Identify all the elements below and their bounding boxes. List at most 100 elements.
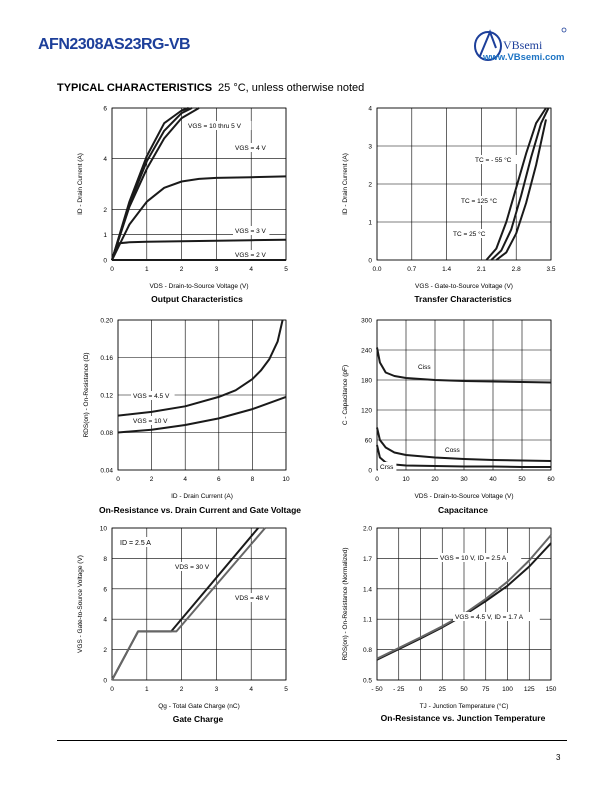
series-label-1: VGS = 10 V <box>133 418 168 425</box>
caption-capacitance: Capacitance <box>437 505 489 515</box>
x-tick-label: 0.0 <box>372 266 381 273</box>
chart-on-resistance-vs-temperature: - 50 - 25 0 25 50 75 100 125 150 0.5 0.8 1.1 1.4 1.7 2… <box>335 520 575 715</box>
x-tick-label: 25 <box>439 686 447 693</box>
y-tick-label: 3 <box>368 144 372 151</box>
y-tick-label: 0.12 <box>100 393 113 400</box>
y-tick-label: 180 <box>361 378 372 385</box>
y-tick-label: 0.04 <box>100 468 113 475</box>
series-label-1: VDS = 48 V <box>235 595 270 602</box>
chart-output-characteristics: 0 1 2 3 4 5 0 1 2 4 6 VDS - Drain-to-Source Voltage… <box>70 100 310 291</box>
y-tick-label: 0 <box>103 258 107 265</box>
series-line-2 <box>490 107 550 261</box>
x-axis-label: VDS - Drain-to-Source Voltage (V) <box>415 493 514 500</box>
y-tick-label: 0 <box>103 678 107 685</box>
x-tick-label: 0 <box>110 686 114 693</box>
x-tick-label: 2.8 <box>512 266 521 273</box>
series-line-1 <box>376 534 552 660</box>
series-label-0: VGS = 10 thru 5 V <box>188 123 242 130</box>
x-axis-label: TJ - Junction Temperature (°C) <box>420 702 509 710</box>
x-tick-label: 75 <box>482 686 490 693</box>
y-tick-label: 0 <box>368 468 372 475</box>
series-label-bg <box>451 229 491 238</box>
x-axis-label: ID - Drain Current (A) <box>171 493 233 500</box>
x-tick-label: 2 <box>180 266 184 273</box>
series-label-bg <box>438 553 522 562</box>
chart-capacitance: 0 10 20 30 40 50 60 0 60 120 180 240 300 VDS - Drain-… <box>335 312 575 507</box>
page-number: 3 <box>556 753 561 762</box>
series-label-4: VGS = 3 V <box>235 228 267 235</box>
series-label-bg <box>453 612 540 621</box>
vbsemi-logo-icon <box>474 27 567 61</box>
series-line-0 <box>111 107 200 261</box>
x-tick-label: 3 <box>215 686 219 693</box>
x-tick-label: 150 <box>546 686 557 693</box>
x-tick-label: 1 <box>145 686 149 693</box>
x-tick-label: 0 <box>116 476 120 483</box>
x-tick-label: 10 <box>402 476 410 483</box>
y-tick-label: 0.20 <box>100 318 113 325</box>
x-tick-label: 1 <box>145 266 149 273</box>
plot-frame <box>376 527 552 681</box>
x-axis-label: Qg - Total Gate Charge (nC) <box>158 703 240 710</box>
plot-frame <box>376 319 552 471</box>
series-label-0: VDS = 30 V <box>175 564 210 571</box>
series-line-1 <box>485 107 547 261</box>
caption-on-resistance-vs-drain-current: On-Resistance vs. Drain Current and Gate… <box>98 505 301 515</box>
grid <box>376 319 552 471</box>
series-label-bg <box>173 562 213 571</box>
series-line-1 <box>376 427 552 462</box>
chart-on-resistance-vs-drain-current: 0 2 4 6 8 10 0.04 0.08 0.12 0.16 0.20 ID - Drain Cu… <box>70 312 310 507</box>
y-tick-label: 2.0 <box>363 526 372 533</box>
x-tick-label: 10 <box>282 476 290 483</box>
series-label-bg <box>443 445 462 454</box>
y-tick-label: 240 <box>361 348 372 355</box>
y-tick-label: 2 <box>103 207 107 214</box>
y-tick-label: 10 <box>100 526 108 533</box>
y-tick-label: 8 <box>103 556 107 563</box>
chart-svg-4: 0 1 2 3 4 5 0 2 4 6 8 10 Qg - Total Gate Charge (nC)… <box>77 526 288 711</box>
part-number: AFN2308AS23RG-VB <box>38 36 191 53</box>
series-label-bg <box>459 196 503 205</box>
series-label-bg <box>233 593 273 602</box>
series-line-2 <box>376 444 551 468</box>
y-tick-label: 0 <box>368 258 372 265</box>
series-label-1: VGS = 4.5 V, ID = 1.7 A <box>455 614 524 621</box>
annotation-label: ID = 2.5 A <box>120 540 151 547</box>
series-line-0 <box>117 319 284 417</box>
chart-transfer-characteristics: 0.0 0.7 1.4 2.1 2.8 3.5 0 1 2 3 4 VGS - Gate-to-Sou… <box>335 100 575 291</box>
x-tick-label: 4 <box>249 266 253 273</box>
series-label-bg <box>131 416 171 425</box>
y-tick-label: 4 <box>103 156 107 163</box>
section-subtitle: 25 °C, unless otherwise noted <box>218 82 365 94</box>
x-tick-label: - 50 <box>371 686 383 693</box>
series-label-0: VGS = 10 V, ID = 2.5 A <box>440 555 507 562</box>
y-axis-label: ID - Drain Current (A) <box>342 153 349 215</box>
y-tick-label: 1 <box>368 220 372 227</box>
x-tick-label: 40 <box>489 476 497 483</box>
x-tick-label: 20 <box>431 476 439 483</box>
chart-svg-5: - 50 - 25 0 25 50 75 100 125 150 0.5 0.8 1.1 1.4 1.7 2… <box>342 526 557 711</box>
plot-frame <box>117 319 287 471</box>
plot-frame <box>376 107 552 261</box>
x-tick-label: 0 <box>375 476 379 483</box>
y-tick-label: 6 <box>103 586 107 593</box>
series-label-bg <box>233 226 270 235</box>
y-tick-label: 2 <box>103 647 107 654</box>
x-tick-label: 50 <box>518 476 526 483</box>
y-axis-label: VGS - Gate-to-Source Voltage (V) <box>77 555 84 653</box>
series-label-bg <box>233 250 270 259</box>
x-tick-label: 50 <box>460 686 468 693</box>
series-label-bg <box>233 143 270 152</box>
website-link[interactable]: www.VBsemi.com <box>483 52 565 63</box>
series-label-bg <box>186 121 252 130</box>
chart-svg-3: 0 10 20 30 40 50 60 0 60 120 180 240 300 VDS - Drain-… <box>342 318 555 501</box>
x-tick-label: 3 <box>215 266 219 273</box>
annotation-bg <box>118 537 164 547</box>
y-tick-label: 4 <box>368 106 372 113</box>
y-tick-label: 1.7 <box>363 556 372 563</box>
caption-transfer-characteristics: Transfer Characteristics <box>414 294 512 304</box>
series-line-2 <box>111 107 189 261</box>
y-tick-label: 2 <box>368 182 372 189</box>
chart-gate-charge: 0 1 2 3 4 5 0 2 4 6 8 10 Qg - Total Gate Charge (nC)… <box>70 520 310 715</box>
y-axis-label: ID - Drain Current (A) <box>77 153 84 215</box>
